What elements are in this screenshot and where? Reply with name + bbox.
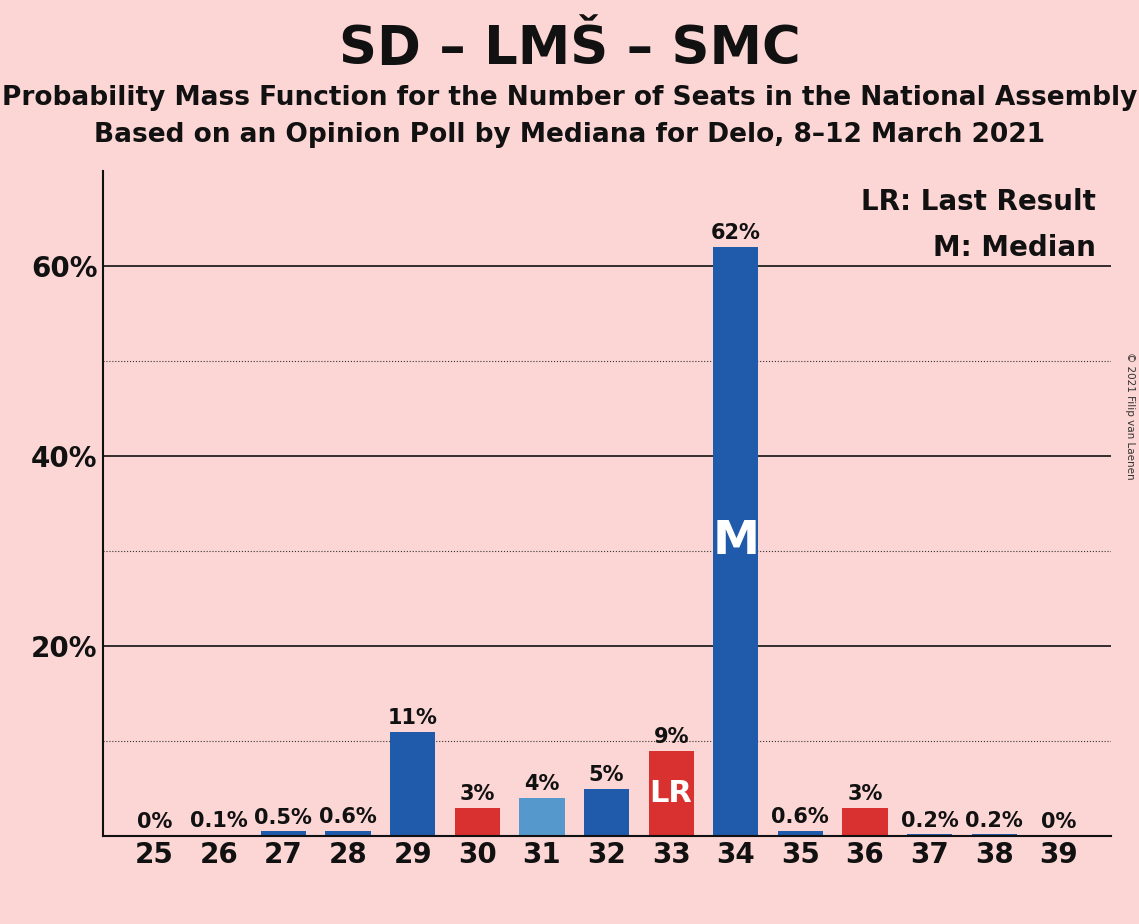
Bar — [261, 832, 306, 836]
Text: LR: Last Result: LR: Last Result — [861, 188, 1096, 215]
Bar — [907, 834, 952, 836]
Bar — [196, 835, 241, 836]
Text: Based on an Opinion Poll by Mediana for Delo, 8–12 March 2021: Based on an Opinion Poll by Mediana for … — [93, 122, 1046, 148]
Text: 3%: 3% — [460, 784, 495, 804]
Bar — [390, 732, 435, 836]
Text: © 2021 Filip van Laenen: © 2021 Filip van Laenen — [1125, 352, 1134, 480]
Text: 4%: 4% — [524, 774, 559, 795]
Bar — [843, 808, 887, 836]
Bar — [713, 247, 759, 836]
Text: Probability Mass Function for the Number of Seats in the National Assembly: Probability Mass Function for the Number… — [2, 85, 1137, 111]
Text: 0%: 0% — [1041, 812, 1076, 833]
Text: 11%: 11% — [387, 708, 437, 728]
Text: 9%: 9% — [654, 727, 689, 747]
Text: 5%: 5% — [589, 765, 624, 784]
Text: 62%: 62% — [711, 224, 761, 243]
Bar — [972, 834, 1017, 836]
Bar — [584, 789, 629, 836]
Bar — [519, 798, 565, 836]
Bar — [326, 831, 370, 836]
Text: 3%: 3% — [847, 784, 883, 804]
Text: LR: LR — [649, 779, 693, 808]
Text: 0.1%: 0.1% — [190, 811, 247, 832]
Bar — [648, 750, 694, 836]
Text: 0%: 0% — [137, 812, 172, 833]
Text: 0.6%: 0.6% — [319, 807, 377, 827]
Text: 0.6%: 0.6% — [771, 807, 829, 827]
Bar — [778, 831, 823, 836]
Text: 0.2%: 0.2% — [966, 810, 1023, 831]
Text: SD – LMŠ – SMC: SD – LMŠ – SMC — [338, 23, 801, 75]
Text: 0.2%: 0.2% — [901, 810, 959, 831]
Text: M: M — [712, 519, 760, 564]
Bar — [454, 808, 500, 836]
Text: 0.5%: 0.5% — [254, 808, 312, 828]
Text: M: Median: M: Median — [933, 234, 1096, 262]
